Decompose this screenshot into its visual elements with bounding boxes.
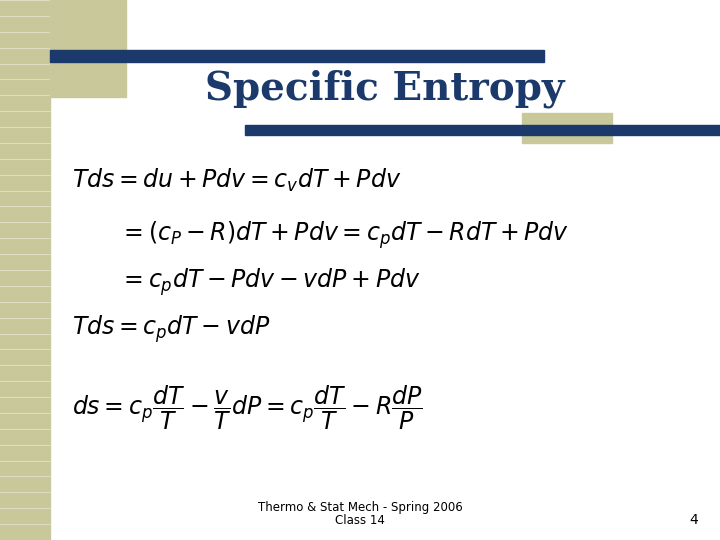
Text: Class 14: Class 14 [335, 514, 385, 526]
Bar [0, 0, 50, 540]
Text: Specific Entropy: Specific Entropy [205, 70, 565, 109]
Text: $= (c_P - R)dT + Pdv = c_p dT - RdT + Pdv$: $= (c_P - R)dT + Pdv = c_p dT - RdT + Pd… [119, 219, 569, 251]
Text: $= c_p dT - Pdv - vdP + Pdv$: $= c_p dT - Pdv - vdP + Pdv$ [119, 266, 420, 298]
Text: $Tds = c_p dT - vdP$: $Tds = c_p dT - vdP$ [72, 314, 271, 345]
Bar [245, 125, 720, 135]
Text: $Tds = du + Pdv = c_v dT + Pdv$: $Tds = du + Pdv = c_v dT + Pdv$ [72, 167, 401, 194]
Bar [522, 113, 612, 143]
Text: 4: 4 [690, 513, 698, 527]
Bar [50, 0, 126, 97]
Text: Thermo & Stat Mech - Spring 2006: Thermo & Stat Mech - Spring 2006 [258, 501, 462, 514]
Text: $ds = c_p \dfrac{dT}{T} - \dfrac{v}{T}dP = c_p \dfrac{dT}{T} - R\dfrac{dP}{P}$: $ds = c_p \dfrac{dT}{T} - \dfrac{v}{T}dP… [72, 383, 423, 432]
Bar [50, 50, 544, 62]
